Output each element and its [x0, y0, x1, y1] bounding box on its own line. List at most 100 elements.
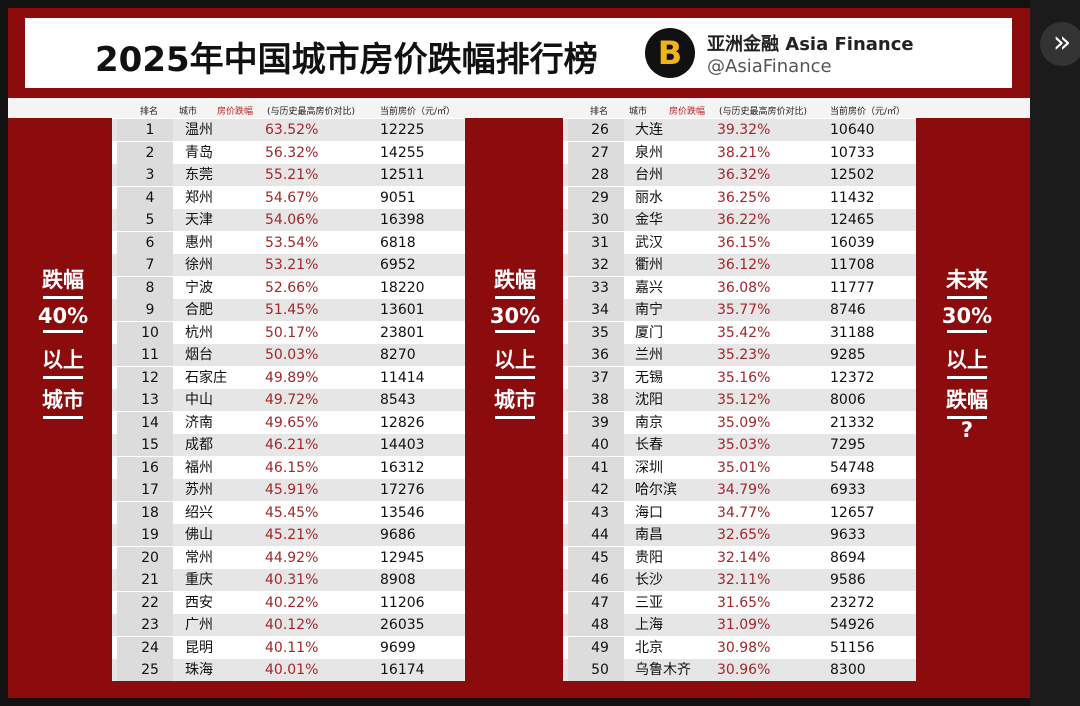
table-row: 3 东莞 55.21% 12511	[112, 164, 465, 186]
rank-cell	[117, 456, 173, 479]
table-row: 29 丽水 36.25% 11432	[563, 186, 916, 209]
table-row: 25 珠海 40.01% 16174	[112, 659, 465, 681]
price: 54748	[830, 459, 875, 476]
rank: 9	[145, 302, 155, 318]
rank: 13	[141, 392, 159, 408]
table-row: 12 石家庄 49.89% 11414	[112, 366, 465, 389]
decline: 40.22%	[265, 594, 319, 611]
table-row: 43 海口 34.77% 12657	[563, 501, 916, 524]
table-row: 34 南宁 35.77% 8746	[563, 299, 916, 321]
table-row: 26 大连 39.32% 10640	[563, 119, 916, 141]
column-header: 当前房价（元/㎡）	[830, 107, 906, 117]
city: 成都	[185, 437, 213, 453]
price: 12225	[380, 122, 425, 138]
city: 佛山	[185, 527, 213, 543]
decline: 49.72%	[265, 392, 319, 408]
table-row: 11 烟台 50.03% 8270	[112, 344, 465, 366]
decline: 40.12%	[265, 617, 319, 633]
city: 中山	[185, 392, 213, 408]
decline: 36.15%	[717, 234, 771, 251]
city: 南昌	[635, 527, 663, 543]
city: 西安	[185, 594, 213, 611]
rank: 43	[591, 504, 609, 521]
rank: 40	[591, 437, 609, 453]
city: 石家庄	[185, 369, 227, 386]
rank-cell	[568, 456, 624, 479]
rank-cell	[568, 546, 624, 569]
decline: 35.77%	[717, 302, 771, 318]
price: 9686	[380, 527, 416, 543]
price: 54926	[830, 617, 875, 633]
price: 6933	[830, 482, 866, 498]
city: 合肥	[185, 302, 213, 318]
city: 丽水	[635, 189, 663, 206]
price: 16398	[380, 212, 425, 228]
rank-cell	[568, 321, 624, 344]
rank-cell	[568, 411, 624, 434]
table-row: 6 惠州 53.54% 6818	[112, 231, 465, 254]
rank-cell	[117, 389, 173, 411]
price: 8300	[830, 662, 866, 678]
city: 烟台	[185, 347, 213, 363]
city: 贵阳	[635, 549, 663, 566]
rank-cell	[117, 569, 173, 591]
city: 青岛	[185, 144, 213, 161]
banner: 2025年中国城市房价跌幅排行榜 B 亚洲金融 Asia Finance @As…	[25, 18, 1012, 88]
side-label: 30%	[485, 304, 545, 333]
table-row: 31 武汉 36.15% 16039	[563, 231, 916, 254]
price: 11777	[830, 279, 875, 296]
side-label: 跌幅	[485, 264, 545, 299]
rank-cell	[568, 141, 624, 164]
rank: 49	[591, 639, 609, 656]
price: 12657	[830, 504, 875, 521]
table-row: 7 徐州 53.21% 6952	[112, 254, 465, 276]
city: 海口	[635, 504, 663, 521]
city: 徐州	[185, 257, 213, 273]
rank: 18	[141, 504, 159, 521]
decline: 46.21%	[265, 437, 319, 453]
rank: 25	[141, 662, 159, 678]
rank: 22	[141, 594, 159, 611]
rank: 29	[591, 189, 609, 206]
side-label: 跌幅	[937, 384, 997, 419]
next-button[interactable]: »	[1040, 22, 1080, 66]
rank-cell	[117, 501, 173, 524]
rank: 8	[145, 279, 155, 296]
decline: 34.79%	[717, 482, 771, 498]
table-row: 41 深圳 35.01% 54748	[563, 456, 916, 479]
city: 南京	[635, 414, 663, 431]
decline: 35.03%	[717, 437, 771, 453]
rank: 37	[591, 369, 609, 386]
table-row: 14 济南 49.65% 12826	[112, 411, 465, 434]
city: 长春	[635, 437, 663, 453]
price: 11206	[380, 594, 425, 611]
side-label: 以上	[485, 344, 545, 379]
price: 12945	[380, 549, 425, 566]
decline: 34.77%	[717, 504, 771, 521]
price: 8694	[830, 549, 866, 566]
city: 南宁	[635, 302, 663, 318]
price: 7295	[830, 437, 866, 453]
city: 天津	[185, 212, 213, 228]
rank: 23	[141, 617, 159, 633]
decline: 54.67%	[265, 189, 319, 206]
price: 6818	[380, 234, 416, 251]
table-row: 13 中山 49.72% 8543	[112, 389, 465, 411]
rank-cell	[568, 254, 624, 276]
decline: 52.66%	[265, 279, 319, 296]
rank: 39	[591, 414, 609, 431]
table-row: 35 厦门 35.42% 31188	[563, 321, 916, 344]
city: 衢州	[635, 257, 663, 273]
rank: 24	[141, 639, 159, 656]
rank: 2	[145, 144, 155, 161]
decline: 53.54%	[265, 234, 319, 251]
table-row: 42 哈尔滨 34.79% 6933	[563, 479, 916, 501]
price: 12465	[830, 212, 875, 228]
price: 18220	[380, 279, 425, 296]
column-header: 城市	[629, 107, 648, 117]
table-row: 22 西安 40.22% 11206	[112, 591, 465, 614]
rank: 45	[591, 549, 609, 566]
city: 广州	[185, 617, 213, 633]
table-row: 49 北京 30.98% 51156	[563, 636, 916, 659]
column-header: 城市	[179, 107, 198, 117]
